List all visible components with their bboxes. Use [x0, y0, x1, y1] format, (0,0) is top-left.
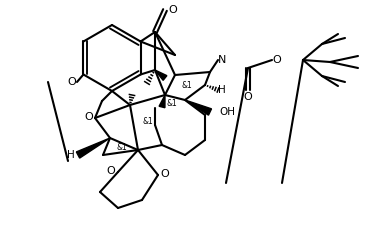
Text: H: H	[67, 150, 75, 160]
Text: N: N	[218, 55, 226, 65]
Text: O: O	[273, 55, 282, 65]
Text: O: O	[160, 169, 169, 179]
Text: O: O	[85, 112, 93, 122]
Text: &1: &1	[167, 98, 177, 107]
Polygon shape	[159, 95, 165, 108]
Text: &1: &1	[182, 80, 192, 89]
Text: H: H	[218, 85, 226, 95]
Polygon shape	[155, 70, 167, 80]
Text: OH: OH	[219, 107, 235, 117]
Text: O: O	[169, 5, 177, 15]
Text: O: O	[68, 77, 76, 87]
Text: O: O	[106, 166, 115, 176]
Polygon shape	[76, 138, 110, 158]
Text: O: O	[244, 92, 252, 102]
Text: &1: &1	[142, 118, 153, 127]
Text: &1: &1	[117, 144, 128, 153]
Polygon shape	[185, 100, 211, 115]
